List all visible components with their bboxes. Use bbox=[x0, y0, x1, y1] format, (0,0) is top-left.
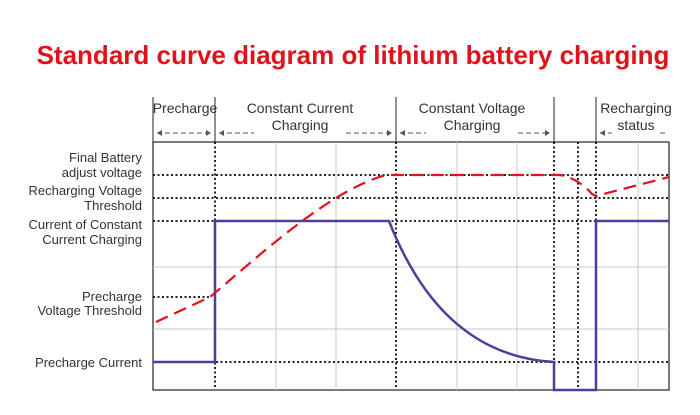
phase-label-recharge-line1: Recharging bbox=[600, 100, 672, 116]
grid-lines bbox=[153, 142, 669, 390]
phase-label-cc-line1: Constant Current bbox=[247, 100, 354, 116]
level-label-cc-line2: Current Charging bbox=[42, 232, 142, 247]
level-label-recharge-line2: Threshold bbox=[84, 198, 142, 213]
level-label-pv-line1: Precharge bbox=[82, 289, 142, 304]
phase-label-cv-line2: Charging bbox=[444, 117, 501, 133]
level-label-final-line2: adjust voltage bbox=[62, 165, 142, 180]
voltage-curve bbox=[155, 173, 670, 323]
phase-label-cc-line2: Charging bbox=[272, 117, 329, 133]
current-curve bbox=[153, 219, 669, 392]
phase-boundaries bbox=[214, 142, 597, 390]
diagram-title: Standard curve diagram of lithium batter… bbox=[36, 40, 670, 70]
level-label-final-line1: Final Battery bbox=[69, 150, 142, 165]
level-label-pv-line2: Voltage Threshold bbox=[37, 303, 142, 318]
level-label-recharge-line1: Recharging Voltage bbox=[29, 183, 142, 198]
phase-dividers bbox=[152, 97, 597, 142]
level-label-cc-line1: Current of Constant bbox=[29, 217, 143, 232]
phase-label-cv-line1: Constant Voltage bbox=[419, 100, 526, 116]
phase-label-recharge-line2: status bbox=[617, 117, 654, 133]
phase-label-precharge: Precharge bbox=[153, 100, 218, 116]
level-label-precharge-current: Precharge Current bbox=[35, 355, 142, 370]
phase-span-arrowheads bbox=[157, 130, 605, 136]
plot-frame bbox=[152, 141, 670, 391]
